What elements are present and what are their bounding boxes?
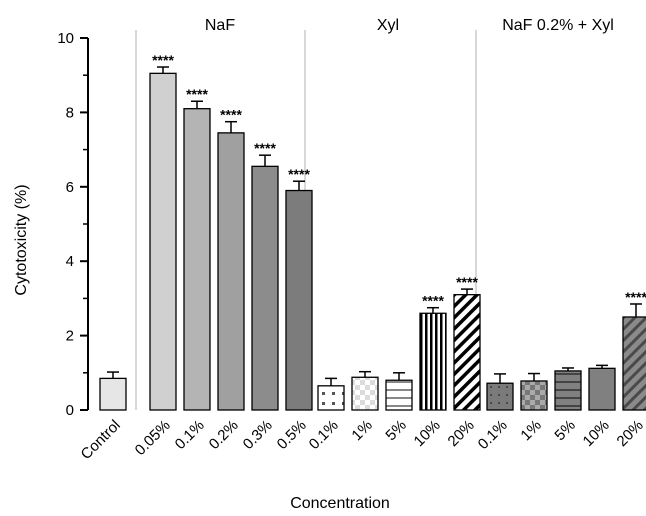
bar-naf-3 — [251, 165, 279, 411]
y-axis-title: Cytotoxicity (%) — [13, 184, 30, 295]
y-tick-label: 10 — [57, 30, 74, 47]
x-tick-label: 10% — [580, 417, 613, 450]
bar-xyl-0 — [317, 385, 345, 411]
bar-naf-2 — [217, 132, 245, 411]
x-tick-label: 0.1% — [172, 417, 208, 453]
bar-xyl-2 — [385, 379, 413, 411]
y-tick-label: 4 — [66, 253, 74, 270]
y-tick-label: 6 — [66, 179, 74, 196]
y-tick-label: 8 — [66, 104, 74, 121]
y-tick-label: 0 — [66, 402, 74, 419]
bar-xyl-3 — [419, 312, 447, 411]
significance-label: **** — [422, 293, 444, 309]
bar-control-0 — [99, 377, 127, 411]
x-tick-label: 5% — [551, 417, 578, 444]
x-tick-label: Control — [78, 417, 124, 463]
bar-naf-0-2-xyl-3 — [588, 367, 616, 411]
x-tick-label: 0.3% — [240, 417, 276, 453]
bar-naf-0-2-xyl-2 — [554, 370, 582, 411]
x-tick-label: 0.5% — [274, 417, 310, 453]
x-axis-title: Concentration — [290, 495, 390, 512]
significance-label: **** — [152, 52, 174, 68]
y-tick-label: 2 — [66, 328, 74, 345]
group-titles: NaF Xyl NaF 0.2% + Xyl — [205, 17, 614, 34]
x-tick-label: 20% — [614, 417, 646, 450]
x-tick-label: 0.05% — [132, 417, 174, 459]
significance-label: **** — [625, 289, 646, 305]
x-tick-label: 1% — [517, 417, 544, 444]
x-tick-label: 20% — [445, 417, 478, 450]
significance-label: **** — [456, 274, 478, 290]
x-tick-label: 0.1% — [306, 417, 342, 453]
y-axis: 0 2 4 6 8 10 — [57, 30, 89, 419]
error-bars — [107, 66, 642, 386]
bars — [99, 72, 646, 411]
bar-naf-0-2-xyl-4 — [622, 316, 646, 411]
bar-xyl-4 — [453, 294, 481, 411]
significance-label: **** — [288, 166, 310, 182]
group-title: NaF — [205, 17, 235, 34]
bar-naf-4 — [285, 189, 313, 411]
bar-naf-0 — [149, 72, 177, 411]
x-tick-label: 1% — [348, 417, 375, 444]
bar-naf-1 — [183, 108, 211, 411]
bar-xyl-1 — [351, 376, 379, 411]
x-tick-labels: Control 0.05%0.1%0.2%0.3%0.5%0.1% 1% 5% 10% 2… — [78, 417, 646, 463]
x-tick-label: 0.2% — [206, 417, 242, 453]
x-tick-label: 10% — [411, 417, 444, 450]
group-title: NaF 0.2% + Xyl — [502, 17, 614, 34]
bar-naf-0-2-xyl-1 — [520, 380, 548, 411]
x-tick-label: 5% — [382, 417, 409, 444]
x-tick-label: 0.1% — [475, 417, 511, 453]
group-title: Xyl — [377, 17, 399, 34]
significance-label: **** — [220, 107, 242, 123]
significance-label: **** — [254, 140, 276, 156]
significance-label: **** — [186, 86, 208, 102]
significance-labels: **** **** **** **** **** **** **** **** — [152, 52, 646, 309]
bar-naf-0-2-xyl-0 — [486, 382, 514, 411]
